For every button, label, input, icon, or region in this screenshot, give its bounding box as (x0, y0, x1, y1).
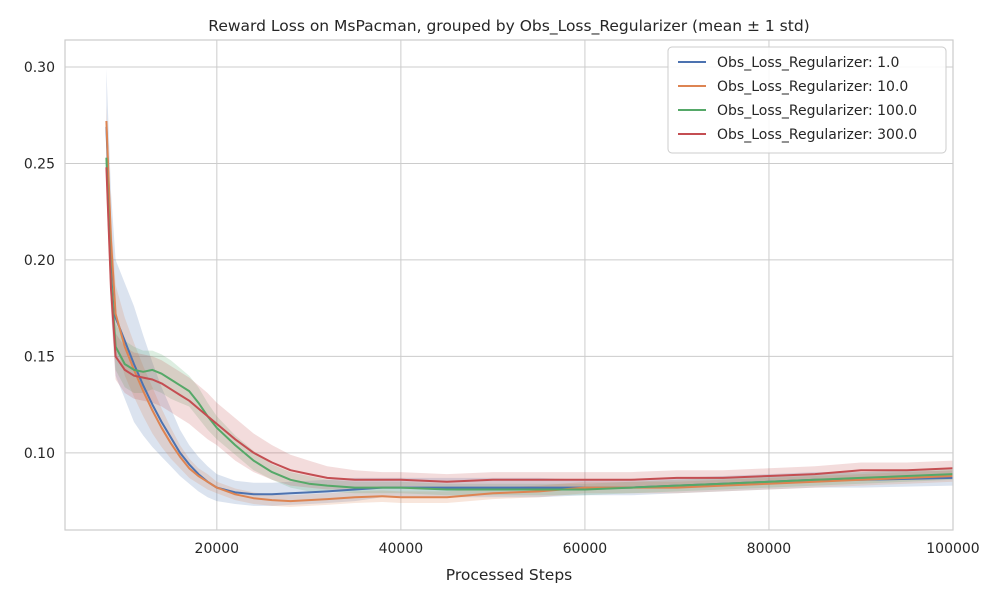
y-tick-label: 0.15 (24, 349, 55, 365)
legend-box (667, 46, 947, 154)
y-tick-label: 0.30 (24, 60, 55, 76)
x-axis-ticks: 20000 40000 60000 80000 100000 (195, 541, 980, 557)
chart-title: Reward Loss on MsPacman, grouped by Obs_… (208, 17, 809, 36)
x-tick-label: 20000 (195, 541, 240, 557)
plot-frame (64, 39, 954, 531)
series-lines (105, 120, 954, 503)
legend-label: Obs_Loss_Regularizer: 100.0 (717, 103, 917, 119)
y-tick-label: 0.10 (24, 446, 55, 462)
x-tick-label: 40000 (379, 541, 424, 557)
legend-label: Obs_Loss_Regularizer: 300.0 (717, 127, 917, 143)
line-series-4 (105, 167, 954, 483)
x-tick-label: 80000 (747, 541, 792, 557)
y-axis-ticks: 0.10 0.15 0.20 0.25 0.30 (24, 60, 55, 462)
y-tick-label: 0.25 (24, 156, 55, 172)
legend-label: Obs_Loss_Regularizer: 10.0 (717, 79, 908, 95)
x-axis-title: Processed Steps (446, 566, 572, 584)
line-series-2 (105, 120, 954, 503)
legend-label: Obs_Loss_Regularizer: 1.0 (717, 55, 899, 71)
std-band-series-1 (106, 68, 953, 506)
line-series-3 (105, 157, 954, 491)
x-tick-label: 60000 (563, 541, 608, 557)
y-tick-label: 0.20 (24, 253, 55, 269)
legend: Obs_Loss_Regularizer: 1.0 Obs_Loss_Regula… (667, 46, 947, 154)
x-tick-label: 100000 (926, 541, 979, 557)
